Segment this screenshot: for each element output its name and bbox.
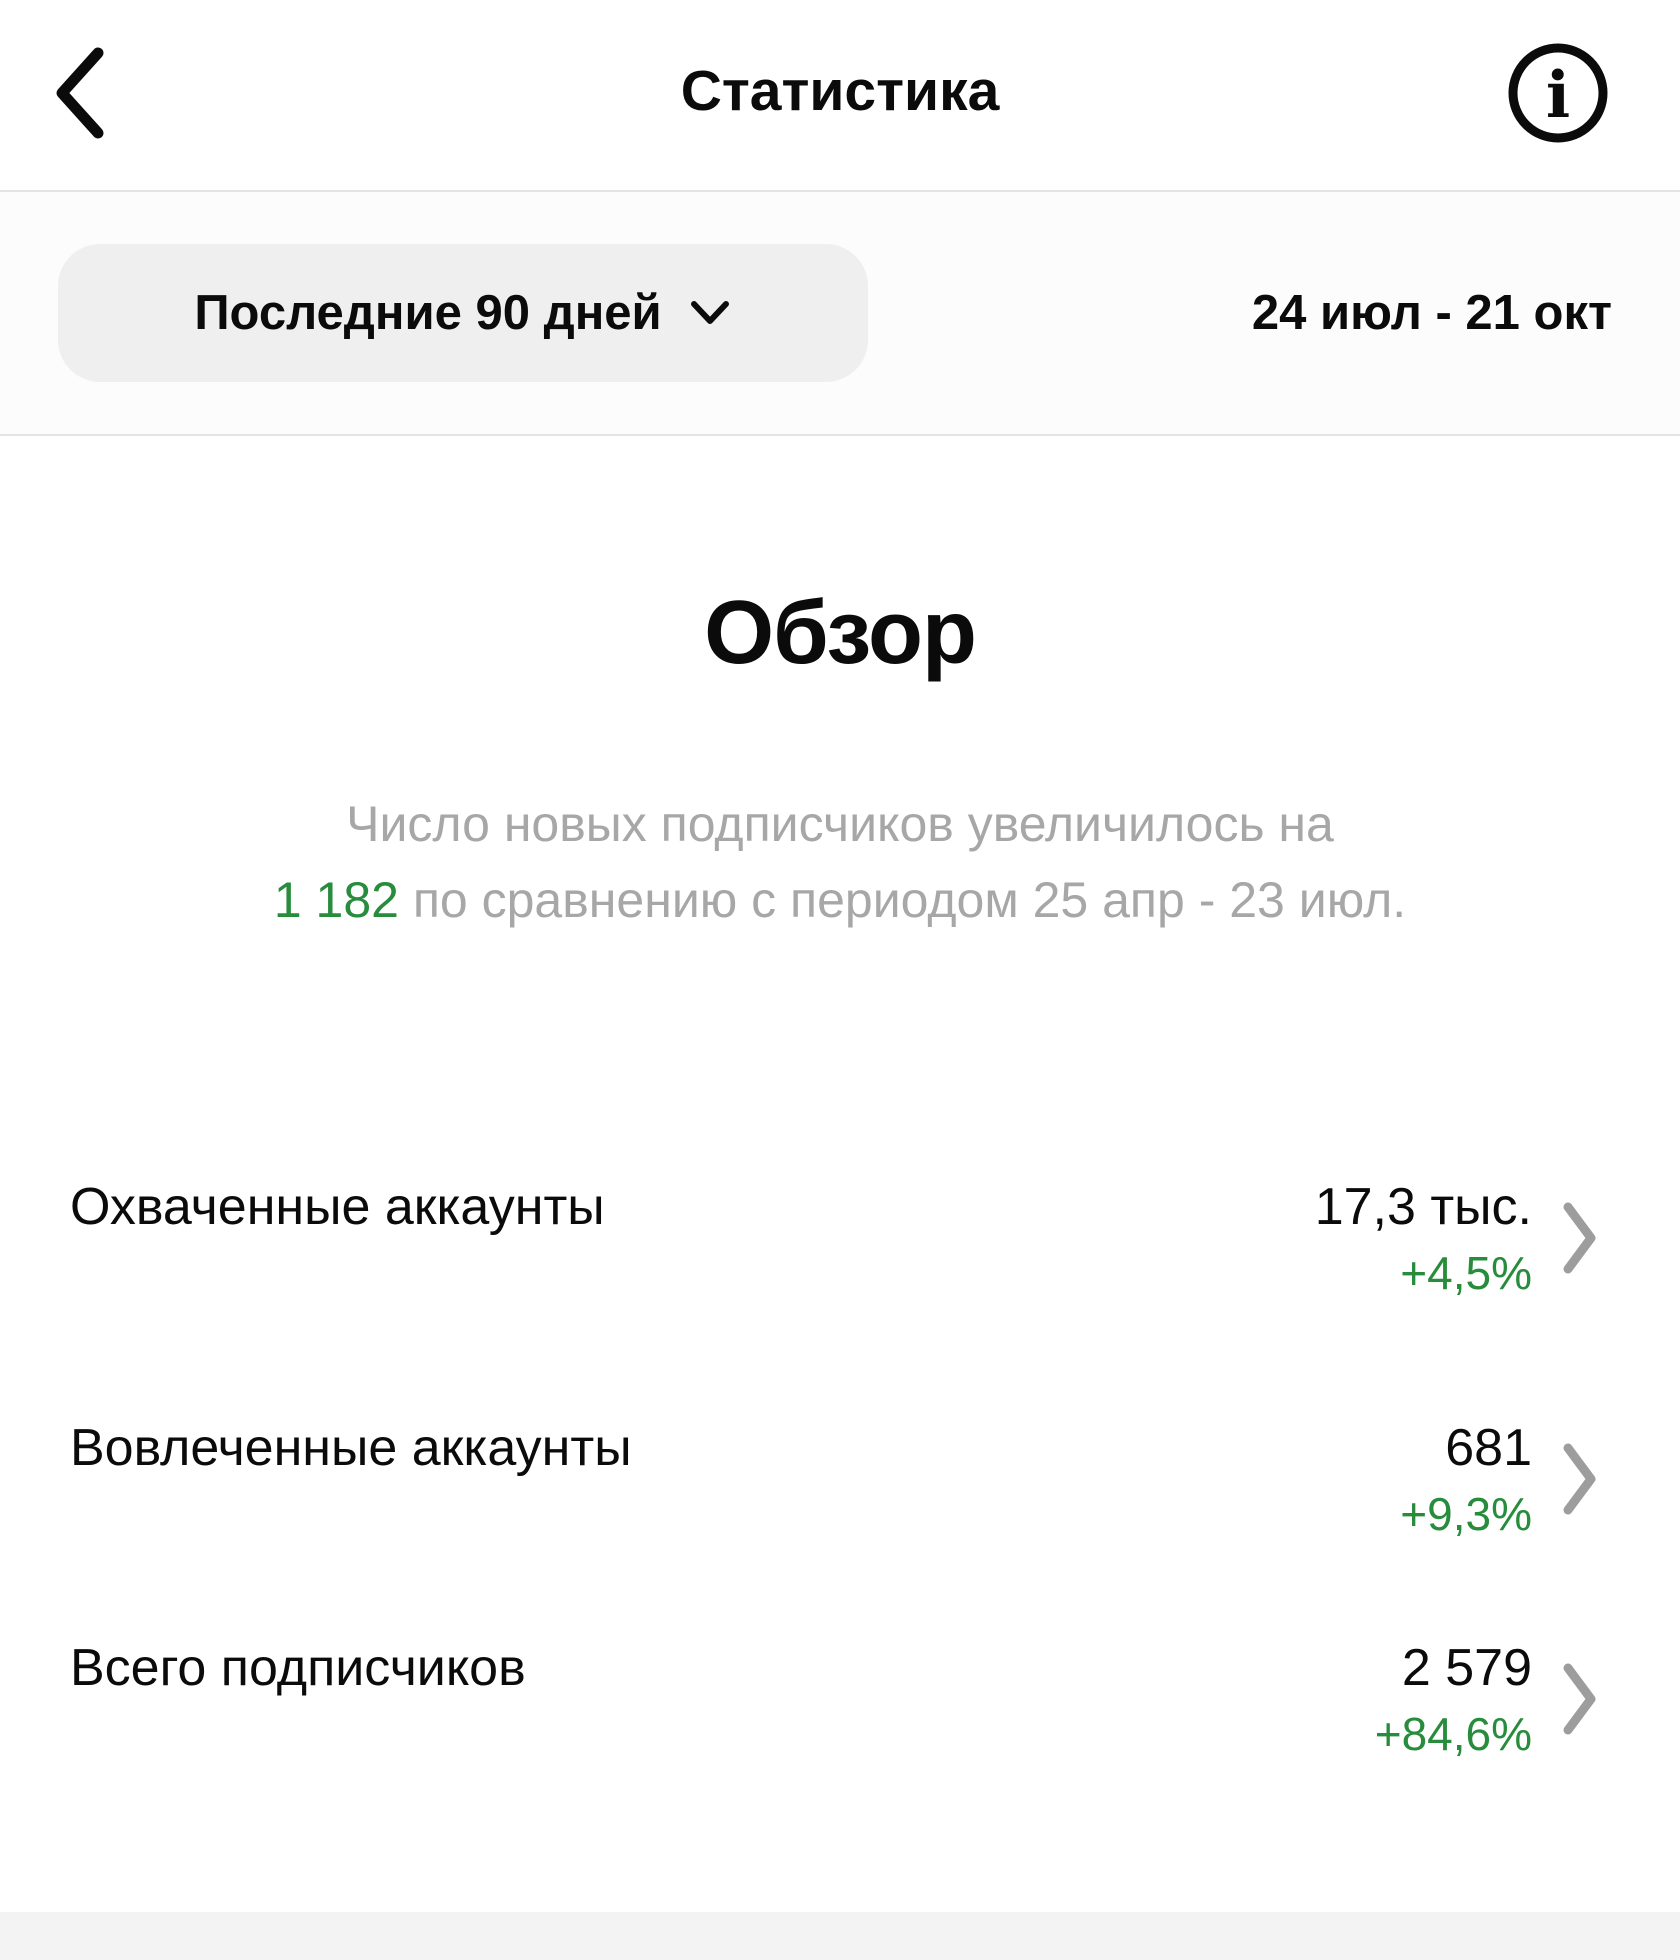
page-title: Статистика <box>680 59 1000 123</box>
chevron-right-icon <box>1562 1200 1598 1276</box>
metric-row-total-followers[interactable]: Всего подписчиков 2 579 +84,6% <box>70 1637 1598 1761</box>
overview-title: Обзор <box>704 583 977 683</box>
period-label: Последние 90 дней <box>194 286 662 340</box>
header: Статистика i <box>0 0 1680 192</box>
metric-label: Всего подписчиков <box>70 1639 526 1697</box>
metric-row-engaged-accounts[interactable]: Вовлеченные аккаунты 681 +9,3% <box>70 1417 1598 1541</box>
info-icon: i <box>1504 39 1612 147</box>
metric-label: Охваченные аккаунты <box>70 1178 605 1236</box>
summary-highlight-value: 1 182 <box>273 872 399 928</box>
metric-delta: +9,3% <box>1400 1488 1532 1540</box>
filter-bar: Последние 90 дней 24 июл - 21 окт <box>0 192 1680 436</box>
chevron-right-icon <box>1562 1661 1598 1737</box>
metric-delta: +4,5% <box>1400 1247 1532 1299</box>
next-section-band <box>0 1912 1680 1960</box>
chevron-right-icon <box>1562 1441 1598 1517</box>
summary-suffix: по сравнению с периодом 25 апр - 23 июл. <box>398 872 1407 928</box>
period-selector[interactable]: Последние 90 дней <box>58 244 868 382</box>
metric-row-reached-accounts[interactable]: Охваченные аккаунты 17,3 тыс. +4,5% <box>70 1176 1598 1300</box>
metric-value: 2 579 <box>1401 1639 1532 1697</box>
chevron-left-icon <box>52 45 108 141</box>
info-button[interactable]: i <box>1504 38 1612 148</box>
date-range-label: 24 июл - 21 окт <box>1251 286 1612 340</box>
summary-prefix: Число новых подписчиков увеличилось на <box>346 796 1334 852</box>
metric-delta: +84,6% <box>1374 1708 1532 1760</box>
metric-label: Вовлеченные аккаунты <box>70 1419 632 1477</box>
overview-summary: Число новых подписчиков увеличилось на 1 … <box>260 786 1420 938</box>
svg-text:i: i <box>1546 58 1570 133</box>
metric-value: 681 <box>1445 1419 1532 1477</box>
back-button[interactable] <box>52 38 132 148</box>
chevron-down-icon <box>688 299 732 327</box>
metric-value: 17,3 тыс. <box>1314 1178 1532 1236</box>
